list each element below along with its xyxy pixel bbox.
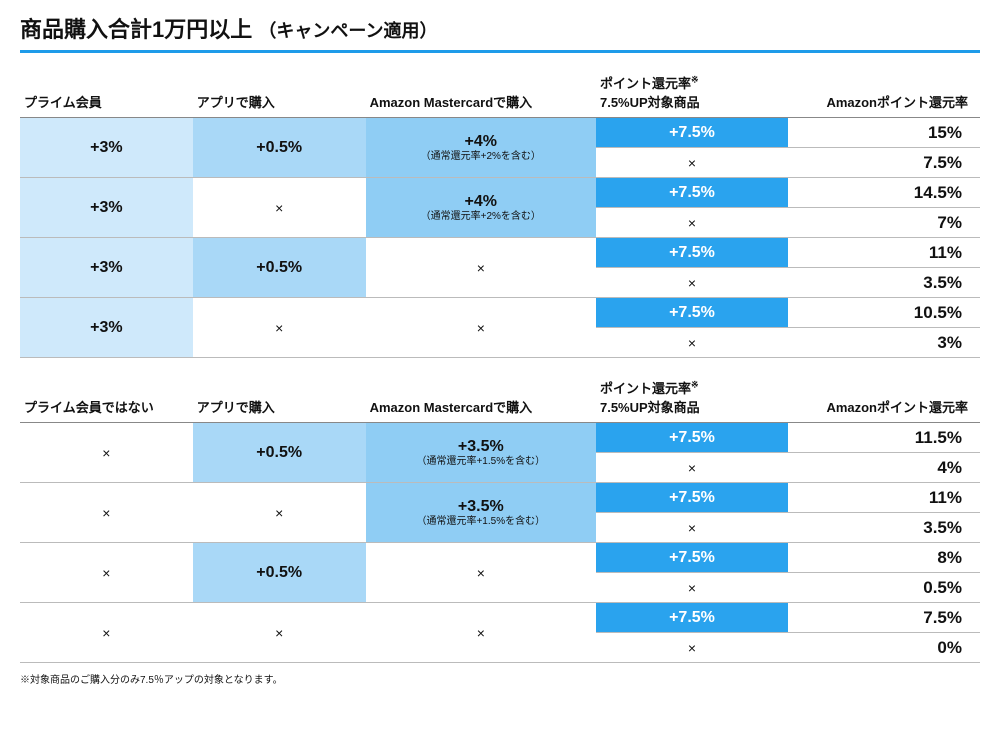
cell-pointup: +7.5% [596,238,788,268]
cell-result: 8% [788,543,980,573]
cell-result: 0.5% [788,573,980,603]
cell-pointup: +7.5% [596,603,788,633]
cell-result: 3.5% [788,513,980,543]
th-mastercard: Amazon Mastercardで購入 [366,372,596,423]
cell-app: +0.5% [193,238,366,298]
cell-result: 7.5% [788,603,980,633]
cell-result: 0% [788,633,980,663]
cell-result: 7% [788,208,980,238]
th-pointup: ポイント還元率※ 7.5%UP対象商品 [596,67,788,118]
table-header-row: プライム会員ではない アプリで購入 Amazon Mastercardで購入 ポ… [20,372,980,423]
cell-mastercard: × [366,603,596,663]
cell-result: 11.5% [788,423,980,453]
cell-result: 3.5% [788,268,980,298]
cell-app: × [193,603,366,663]
th-result: Amazonポイント還元率 [788,67,980,118]
cell-mastercard: +4%（通常還元率+2%を含む） [366,118,596,178]
table-row: ××+3.5%（通常還元率+1.5%を含む）+7.5%11% [20,483,980,513]
cell-pointup: × [596,453,788,483]
title-sub: （キャンペーン適用） [258,21,437,41]
th-app: アプリで購入 [193,67,366,118]
footnote: ※対象商品のご購入分のみ7.5％アップの対象となります。 [20,671,980,686]
cell-prime: +3% [20,238,193,298]
cell-result: 11% [788,238,980,268]
title-main: 商品購入合計1万円以上 [20,17,252,42]
th-app: アプリで購入 [193,372,366,423]
table-row: +3%+0.5%+4%（通常還元率+2%を含む）+7.5%15% [20,118,980,148]
cell-result: 7.5% [788,148,980,178]
th-result: Amazonポイント還元率 [788,372,980,423]
th-mastercard: Amazon Mastercardで購入 [366,67,596,118]
cell-mastercard: × [366,298,596,358]
th-prime-no: プライム会員ではない [20,372,193,423]
cell-pointup: +7.5% [596,543,788,573]
table-row: ×+0.5%+3.5%（通常還元率+1.5%を含む）+7.5%11.5% [20,423,980,453]
cell-pointup: × [596,208,788,238]
cell-mastercard: +3.5%（通常還元率+1.5%を含む） [366,483,596,543]
cell-app: +0.5% [193,543,366,603]
table-row: ×+0.5%×+7.5%8% [20,543,980,573]
cell-app: +0.5% [193,423,366,483]
cell-prime: +3% [20,178,193,238]
cell-prime: × [20,603,193,663]
cell-result: 15% [788,118,980,148]
cell-prime: × [20,423,193,483]
table-header-row: プライム会員 アプリで購入 Amazon Mastercardで購入 ポイント還… [20,67,980,118]
cell-prime: +3% [20,118,193,178]
cell-pointup: × [596,328,788,358]
cell-pointup: × [596,513,788,543]
cell-app: +0.5% [193,118,366,178]
cell-mastercard: +3.5%（通常還元率+1.5%を含む） [366,423,596,483]
th-prime: プライム会員 [20,67,193,118]
table-row: +3%×+4%（通常還元率+2%を含む）+7.5%14.5% [20,178,980,208]
cell-pointup: × [596,268,788,298]
cell-app: × [193,298,366,358]
cell-pointup: × [596,633,788,663]
cell-prime: +3% [20,298,193,358]
cell-mastercard: × [366,238,596,298]
cell-result: 11% [788,483,980,513]
cell-prime: × [20,543,193,603]
cell-app: × [193,178,366,238]
table-nonprime: プライム会員ではない アプリで購入 Amazon Mastercardで購入 ポ… [20,372,980,663]
cell-result: 4% [788,453,980,483]
cell-pointup: × [596,148,788,178]
cell-prime: × [20,483,193,543]
cell-pointup: +7.5% [596,178,788,208]
cell-result: 3% [788,328,980,358]
table-row: +3%+0.5%×+7.5%11% [20,238,980,268]
table-row: +3%××+7.5%10.5% [20,298,980,328]
cell-pointup: +7.5% [596,423,788,453]
cell-pointup: × [596,573,788,603]
cell-pointup: +7.5% [596,118,788,148]
cell-app: × [193,483,366,543]
cell-mastercard: +4%（通常還元率+2%を含む） [366,178,596,238]
cell-pointup: +7.5% [596,298,788,328]
table-row: ×××+7.5%7.5% [20,603,980,633]
cell-pointup: +7.5% [596,483,788,513]
table-prime: プライム会員 アプリで購入 Amazon Mastercardで購入 ポイント還… [20,67,980,358]
page-title: 商品購入合計1万円以上 （キャンペーン適用） [20,12,980,53]
cell-result: 14.5% [788,178,980,208]
th-pointup: ポイント還元率※ 7.5%UP対象商品 [596,372,788,423]
cell-result: 10.5% [788,298,980,328]
cell-mastercard: × [366,543,596,603]
